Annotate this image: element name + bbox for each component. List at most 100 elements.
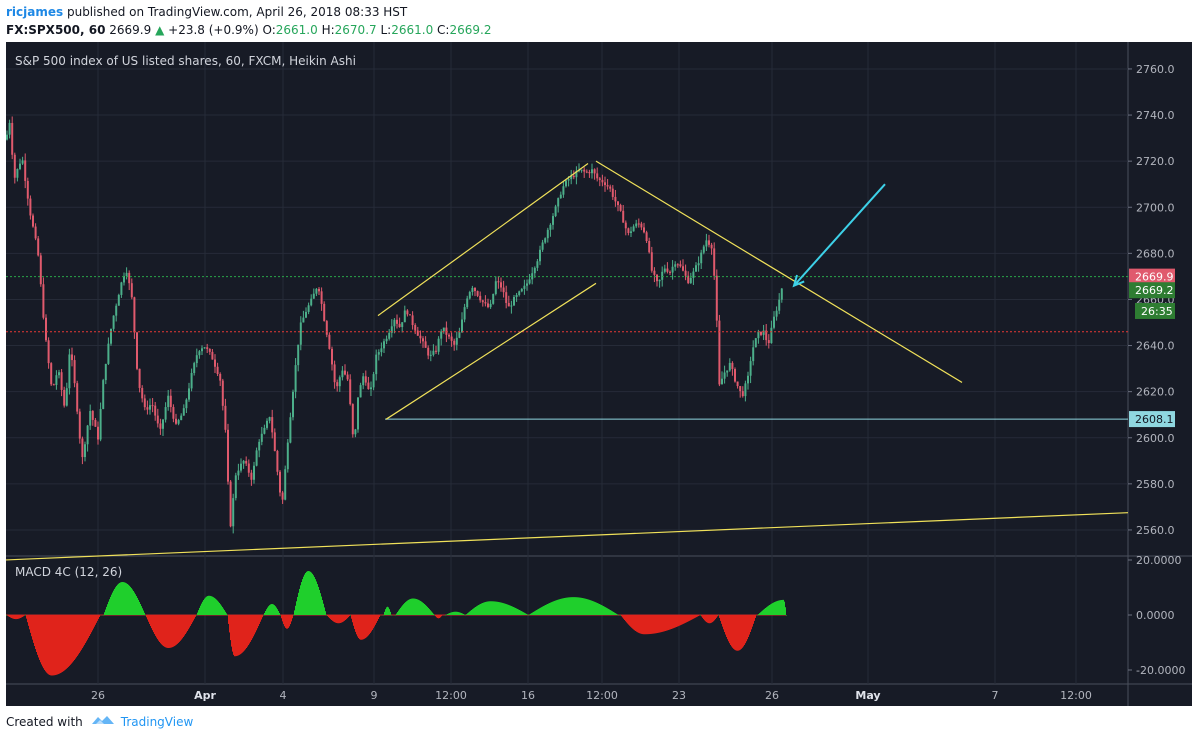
macd-bar	[749, 615, 750, 635]
macd-bar	[525, 613, 526, 615]
macd-bar	[277, 609, 278, 615]
candle-body	[627, 228, 630, 233]
macd-bar	[241, 615, 242, 654]
candle-body	[401, 322, 404, 328]
macd-bar	[257, 615, 258, 629]
candle-body	[622, 210, 625, 223]
macd-bar	[712, 615, 713, 623]
trendlines-group	[5, 160, 1129, 561]
symbol-label[interactable]: FX:SPX500, 60	[6, 23, 106, 37]
author-name[interactable]: ricjames	[6, 5, 64, 19]
macd-bar	[178, 615, 179, 643]
candle-body	[250, 472, 253, 480]
macd-bar	[113, 590, 114, 615]
macd-bar	[380, 615, 381, 616]
macd-bar	[594, 601, 595, 615]
candle-body	[107, 343, 110, 364]
candle-body	[224, 405, 227, 430]
trendline[interactable]	[385, 282, 597, 420]
macd-bar	[399, 609, 400, 615]
macd-bar	[35, 615, 36, 650]
macd-bar	[377, 615, 378, 621]
time-axis[interactable]	[6, 684, 1192, 706]
trendline[interactable]	[5, 512, 1129, 561]
macd-bar	[526, 613, 527, 615]
macd-bar	[414, 598, 415, 615]
macd-bar	[635, 615, 636, 632]
price-axis[interactable]	[1128, 42, 1192, 556]
macd-bar	[424, 603, 425, 615]
macd-bar	[356, 615, 357, 635]
candle-body	[762, 330, 765, 335]
macd-bar	[24, 615, 25, 616]
macd-bar	[761, 611, 762, 615]
macd-bar	[690, 615, 691, 621]
macd-bar	[26, 615, 27, 619]
macd-bar	[336, 615, 337, 623]
candle-body	[39, 255, 42, 285]
trendline[interactable]	[377, 162, 589, 317]
macd-bar	[186, 615, 187, 633]
macd-bar	[328, 615, 329, 618]
macd-bar	[373, 615, 374, 629]
macd-bar	[389, 609, 390, 615]
macd-bar	[725, 615, 726, 635]
candle-body	[58, 372, 60, 376]
candle-body	[97, 426, 99, 440]
y-tick-label: 2720.0	[1136, 155, 1175, 168]
macd-bar	[773, 602, 774, 615]
macd-bar	[307, 571, 308, 615]
macd-bar	[211, 596, 212, 615]
macd-bar	[308, 571, 309, 615]
candle-body	[349, 379, 352, 405]
macd-bar	[601, 605, 602, 615]
x-tick-label: May	[855, 689, 880, 702]
macd-bar	[722, 615, 723, 627]
candle-body	[409, 314, 411, 316]
macd-bar	[496, 601, 497, 615]
macd-bar	[718, 615, 719, 616]
candle-body	[50, 363, 53, 385]
macd-bar	[512, 606, 513, 615]
macd-bar	[12, 615, 13, 619]
candle-body	[679, 264, 682, 267]
macd-bar	[735, 615, 736, 651]
macd-bar	[28, 615, 29, 626]
tradingview-logo-icon[interactable]	[91, 714, 115, 729]
macd-bar	[676, 615, 677, 628]
candle-body	[112, 315, 115, 329]
macd-bar	[83, 615, 84, 647]
macd-bar	[698, 615, 699, 617]
macd-bar	[441, 615, 442, 617]
up-triangle-icon: ▲	[155, 23, 165, 37]
macd-bar	[243, 615, 244, 652]
annotation-arrow[interactable]	[793, 183, 886, 287]
macd-axis[interactable]	[1128, 556, 1192, 684]
trendline[interactable]	[595, 160, 963, 383]
macd-bar	[164, 615, 165, 647]
macd-bar	[490, 601, 491, 615]
macd-bar	[304, 574, 305, 615]
candle-body	[60, 372, 63, 390]
candle-body	[429, 354, 432, 356]
macd-bar	[759, 613, 760, 615]
macd-bar	[737, 615, 738, 651]
candle-body	[432, 350, 435, 355]
candle-body	[195, 355, 198, 364]
candle-body	[227, 429, 229, 482]
macd-bar	[553, 601, 554, 615]
macd-bar	[315, 579, 316, 615]
candle-body	[682, 266, 684, 271]
tradingview-brand-link[interactable]: TradingView	[120, 714, 194, 729]
macd-bar	[508, 604, 509, 615]
candle-body	[541, 242, 544, 250]
candle-body	[435, 350, 437, 352]
candle-body	[559, 194, 562, 199]
macd-bar	[368, 615, 369, 636]
candle-body	[640, 223, 643, 228]
macd-bar	[760, 612, 761, 615]
close-label: C:	[437, 23, 450, 37]
candle-body	[6, 134, 8, 140]
